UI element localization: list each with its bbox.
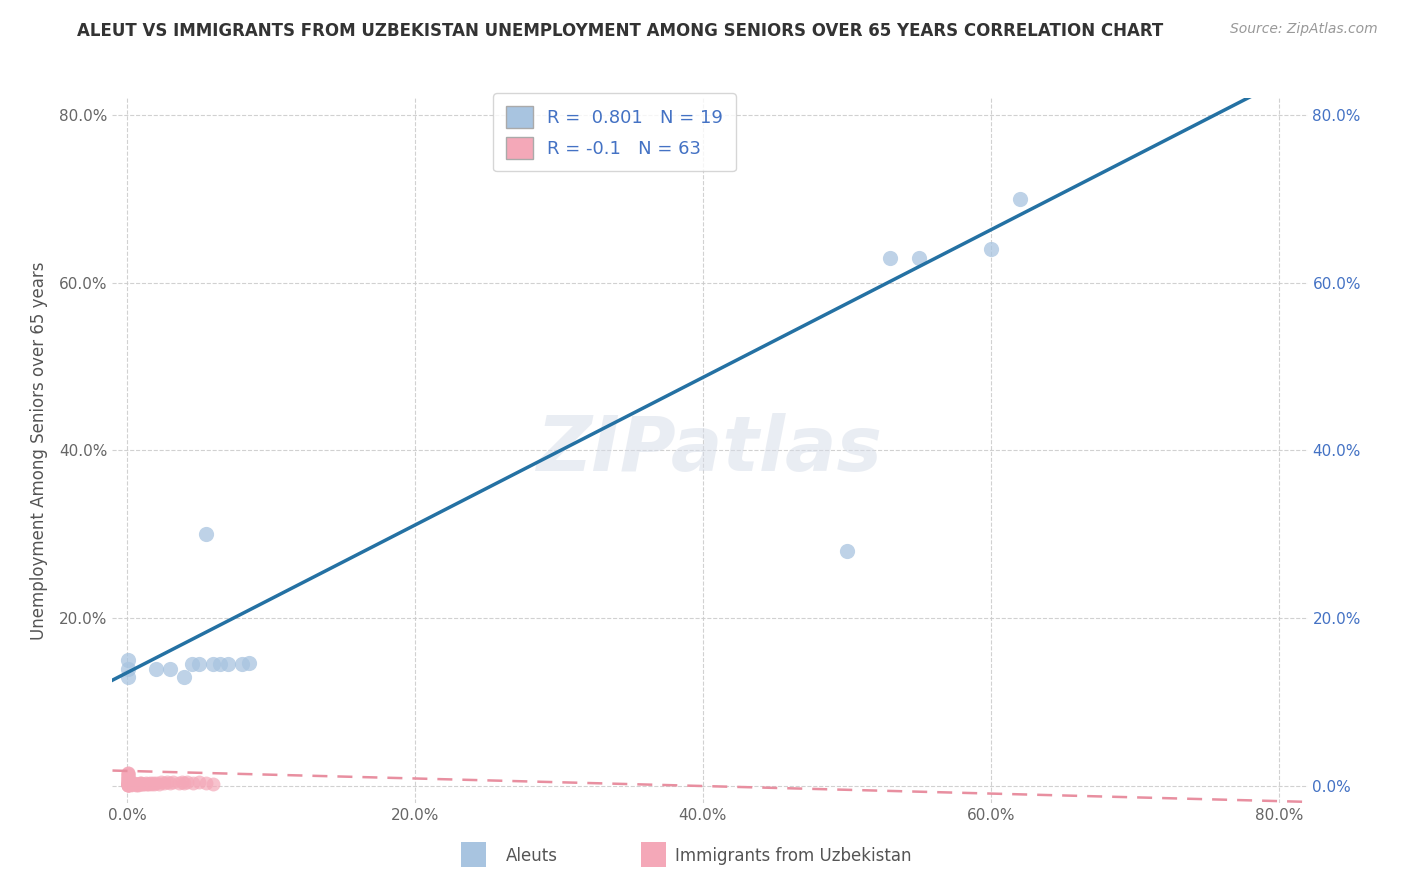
Point: [117, 772, 139, 786]
Point: [173, 775, 195, 789]
Point: [122, 777, 145, 791]
Point: [173, 670, 195, 684]
Point: [134, 776, 156, 790]
Point: [187, 774, 209, 789]
Point: [231, 657, 253, 671]
Point: [209, 657, 232, 672]
Point: [202, 776, 225, 790]
Point: [117, 778, 139, 792]
Point: [129, 777, 152, 791]
Point: [120, 776, 142, 790]
Point: [117, 778, 139, 792]
Point: [195, 775, 218, 789]
Point: [117, 773, 139, 788]
Point: [125, 777, 148, 791]
Point: [117, 774, 139, 789]
Point: [127, 776, 149, 790]
Point: [117, 777, 139, 791]
Point: [141, 776, 163, 790]
Point: [195, 527, 218, 541]
Point: [117, 776, 139, 790]
Point: [117, 653, 139, 667]
Point: [907, 251, 929, 265]
Point: [159, 775, 181, 789]
Point: [117, 769, 139, 783]
Point: [117, 774, 139, 789]
Y-axis label: Unemployment Among Seniors over 65 years: Unemployment Among Seniors over 65 years: [30, 261, 48, 640]
Point: [117, 771, 139, 785]
Point: [1008, 192, 1031, 206]
Point: [217, 657, 239, 671]
Point: [202, 657, 225, 672]
Point: [128, 777, 150, 791]
Point: [167, 775, 190, 789]
Point: [124, 778, 146, 792]
Point: [187, 657, 209, 672]
Point: [153, 775, 176, 789]
Point: [117, 767, 139, 781]
Point: [142, 775, 165, 789]
Point: [150, 774, 173, 789]
Point: [879, 251, 901, 265]
Text: Aleuts: Aleuts: [506, 847, 558, 865]
Point: [117, 766, 139, 780]
Point: [117, 670, 139, 684]
Point: [128, 775, 150, 789]
Point: [148, 776, 170, 790]
Point: [132, 776, 155, 790]
Point: [117, 774, 139, 789]
Point: [138, 776, 160, 790]
Text: ALEUT VS IMMIGRANTS FROM UZBEKISTAN UNEMPLOYMENT AMONG SENIORS OVER 65 YEARS COR: ALEUT VS IMMIGRANTS FROM UZBEKISTAN UNEM…: [77, 22, 1164, 40]
Text: ZIPatlas: ZIPatlas: [537, 414, 883, 487]
Point: [127, 778, 149, 792]
Point: [135, 775, 157, 789]
Point: [176, 774, 198, 789]
Point: [117, 777, 139, 791]
Point: [980, 242, 1002, 256]
Point: [117, 775, 139, 789]
Point: [117, 770, 139, 784]
Point: [143, 776, 166, 790]
Point: [124, 776, 146, 790]
Point: [117, 774, 139, 789]
Point: [145, 662, 167, 676]
Point: [156, 774, 179, 789]
Point: [238, 656, 260, 670]
Point: [129, 775, 152, 789]
Point: [139, 775, 162, 789]
Point: [170, 774, 193, 789]
Point: [117, 775, 139, 789]
Point: [136, 776, 159, 790]
Point: [117, 776, 139, 790]
Point: [117, 778, 139, 792]
Text: Immigrants from Uzbekistan: Immigrants from Uzbekistan: [675, 847, 911, 865]
Point: [117, 768, 139, 782]
Text: Source: ZipAtlas.com: Source: ZipAtlas.com: [1230, 22, 1378, 37]
Point: [120, 778, 142, 792]
Point: [120, 777, 142, 791]
Point: [180, 657, 202, 672]
Point: [117, 772, 139, 787]
Point: [181, 775, 204, 789]
Point: [117, 662, 139, 676]
Point: [117, 765, 139, 780]
Point: [117, 778, 139, 792]
Point: [145, 775, 167, 789]
Point: [117, 778, 139, 792]
Point: [162, 774, 184, 789]
Point: [835, 544, 858, 558]
Point: [122, 775, 145, 789]
Legend: R =  0.801   N = 19, R = -0.1   N = 63: R = 0.801 N = 19, R = -0.1 N = 63: [494, 93, 735, 171]
Point: [159, 662, 181, 676]
